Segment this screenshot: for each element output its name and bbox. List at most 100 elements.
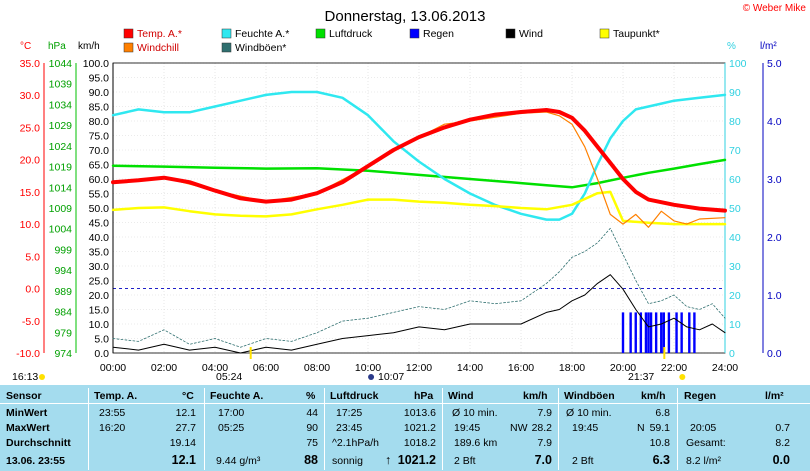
hum-tick-label: 30	[729, 261, 741, 273]
wind-tick-label: 10.0	[89, 319, 110, 331]
time-tick-label: 22:00	[661, 362, 687, 374]
sunrise-label: 05:24	[216, 371, 243, 383]
gust-avg: 10.8	[649, 437, 670, 449]
header-divider	[0, 403, 810, 404]
col-divider	[204, 388, 205, 470]
press-tick-label: 1039	[49, 79, 73, 91]
press-tick-label: 999	[54, 244, 72, 256]
rain-tick-label: 2.0	[767, 232, 782, 244]
rain-tick-label: 0.0	[767, 348, 782, 360]
rain-bar	[644, 312, 648, 353]
temp-tick-label: 35.0	[20, 58, 41, 70]
temp-tick-label: 25.0	[20, 122, 41, 134]
hum-min-time: 17:00	[218, 407, 245, 419]
time-tick-label: 02:00	[151, 362, 177, 374]
wind-tick-label: 50.0	[89, 203, 110, 215]
wind-tick-label: 15.0	[89, 305, 110, 317]
hum-tick-label: 40	[729, 232, 741, 244]
wind-tick-label: 40.0	[89, 232, 110, 244]
time-tick-label: 06:00	[253, 362, 279, 374]
gust-avg10-label: Ø 10 min.	[566, 407, 612, 419]
wind-header: Wind	[448, 390, 474, 402]
col-divider	[558, 388, 559, 470]
press-min-time: 17:25	[336, 407, 363, 419]
temp-tick-label: 30.0	[20, 90, 41, 102]
hum-tick-label: 0	[729, 348, 735, 360]
press-trend-arrow: ↑	[385, 453, 392, 467]
time-tick-label: 04:00	[202, 362, 228, 374]
hum-tick-label: 10	[729, 319, 741, 331]
gust-unit: km/h	[641, 390, 666, 402]
moonrise-label: 10:07	[378, 371, 405, 383]
time-tick-label: 14:00	[457, 362, 483, 374]
hum-tick-label: 80	[729, 116, 741, 128]
legend-label: Windchill	[137, 42, 179, 54]
temp-avg: 19.14	[169, 437, 196, 449]
temp-max-time: 16:20	[99, 422, 126, 434]
sunset-label: 21:37	[628, 371, 655, 383]
wind-bft: 2 Bft	[454, 455, 476, 467]
rain-tick-label: 5.0	[767, 58, 782, 70]
wind-tick-label: 90.0	[89, 87, 110, 99]
hum-unit-label: %	[727, 41, 736, 52]
press-header: Luftdruck	[330, 390, 379, 402]
chart-title: Donnerstag, 13.06.2013	[325, 8, 486, 25]
series-lines	[111, 90, 727, 354]
rain-bar	[680, 312, 683, 353]
hum-avg: 75	[306, 437, 318, 449]
temp-tick-label: 15.0	[20, 187, 41, 199]
rain-bar	[688, 312, 691, 353]
press-tick-label: 1014	[49, 182, 73, 194]
axis-unit-labels: °C hPa km/h % l/m²	[20, 41, 777, 52]
legend-label: Feuchte A.*	[235, 28, 289, 40]
wind-tick-label: 55.0	[89, 189, 110, 201]
press-tick-label: 1024	[49, 141, 73, 153]
wind-avg10: 7.9	[537, 407, 552, 419]
rain-unit: l/m²	[765, 390, 784, 402]
rain-bar	[693, 312, 696, 353]
hum-tick-label: 20	[729, 290, 741, 302]
copyright-label: © Weber Mike	[743, 3, 807, 14]
gust-header: Windböen	[564, 390, 615, 402]
wind-tick-label: 70.0	[89, 145, 110, 157]
col-divider	[677, 388, 678, 470]
press-tick-label: 1044	[49, 58, 73, 70]
wind-avg10-label: Ø 10 min.	[452, 407, 498, 419]
stats-table: Sensor Temp. A. °C Feuchte A. % Luftdruc…	[0, 385, 810, 471]
wind-unit: km/h	[523, 390, 548, 402]
temp-tick-label: 10.0	[20, 219, 41, 231]
moonset-label: 16:13	[12, 371, 39, 383]
rain-tick-label: 1.0	[767, 290, 782, 302]
temp-tick-label: 5.0	[25, 251, 40, 263]
gust-current: 6.3	[652, 453, 670, 467]
hum-min: 44	[306, 407, 318, 419]
rain-bar	[662, 312, 665, 353]
press-min: 1013.6	[403, 407, 436, 419]
rain-bar	[660, 312, 663, 353]
weather-label: sonnig	[332, 455, 363, 467]
hum-absolute: 9.44 g/m³	[216, 455, 261, 467]
gust-max-dir: N	[637, 422, 645, 434]
rain-total: 8.2	[775, 437, 790, 449]
rain-bar	[639, 312, 643, 353]
temp-unit: °C	[182, 390, 194, 402]
temp-min-time: 23:55	[99, 407, 126, 419]
hum-tick-label: 100	[729, 58, 747, 70]
edge-cut	[805, 60, 810, 360]
wind-tick-label: 20.0	[89, 290, 110, 302]
hum-tick-label: 70	[729, 145, 741, 157]
temp-tick-label: 0.0	[25, 284, 40, 296]
press-tick-label: 989	[54, 286, 72, 298]
moon-icon	[368, 374, 375, 380]
press-avg: 1018.2	[403, 437, 436, 449]
legend: Temp. A.* Feuchte A.* Luftdruck Regen Wind Ta…	[123, 28, 660, 54]
hum-tick-label: 60	[729, 174, 741, 186]
rain-bar	[634, 312, 637, 353]
press-tick-label: 984	[54, 307, 72, 319]
rain-tick-label: 3.0	[767, 174, 782, 186]
gust-avg10: 6.8	[655, 407, 670, 419]
wind-tick-label: 35.0	[89, 247, 110, 259]
press-max: 1021.2	[403, 422, 436, 434]
press-unit-label: hPa	[48, 41, 66, 52]
legend-label: Wind	[519, 28, 543, 40]
